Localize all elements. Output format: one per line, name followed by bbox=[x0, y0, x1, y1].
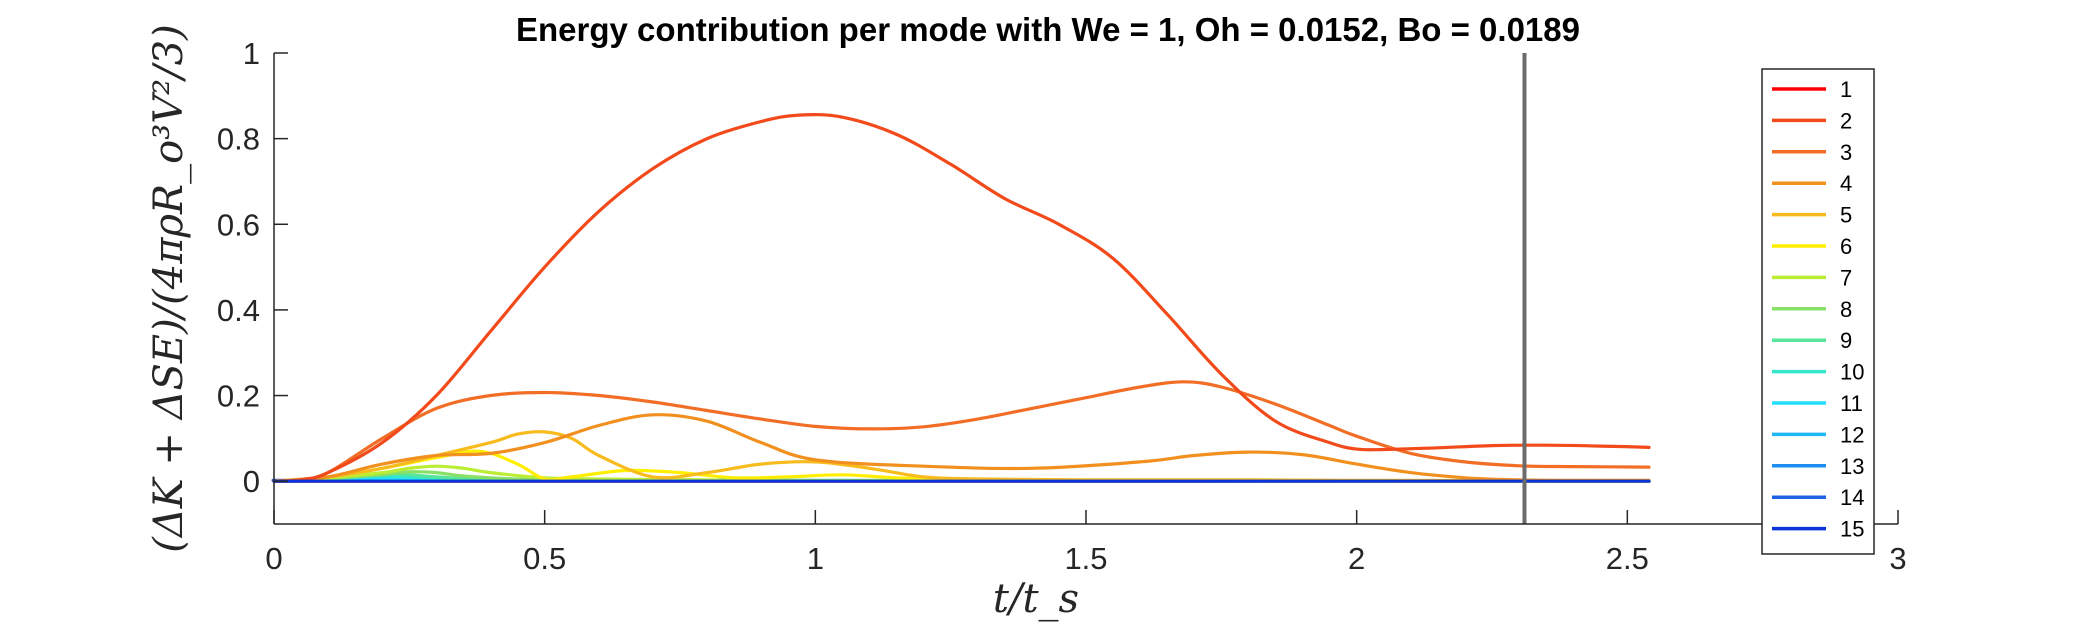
legend-label-5: 5 bbox=[1840, 203, 1852, 228]
legend-label-12: 12 bbox=[1840, 422, 1864, 447]
legend-label-4: 4 bbox=[1840, 171, 1852, 196]
legend-label-3: 3 bbox=[1840, 140, 1852, 165]
x-tick-label: 0.5 bbox=[523, 541, 566, 576]
legend-label-1: 1 bbox=[1840, 77, 1852, 102]
legend-label-11: 11 bbox=[1840, 391, 1863, 416]
series-line-5 bbox=[272, 430, 1651, 483]
x-tick-label: 0 bbox=[265, 541, 282, 576]
x-axis-label: t/t_s bbox=[993, 576, 1079, 622]
legend-label-10: 10 bbox=[1840, 360, 1864, 385]
legend-box bbox=[1761, 68, 1875, 555]
legend-label-8: 8 bbox=[1840, 297, 1852, 322]
y-tick-label: 0 bbox=[243, 464, 260, 499]
chart-title: Energy contribution per mode with We = 1… bbox=[516, 11, 1580, 48]
x-tick-label: 2 bbox=[1348, 541, 1365, 576]
plot-area bbox=[271, 53, 1651, 524]
y-tick-label: 0.6 bbox=[217, 207, 260, 242]
axes: 0 0.5 1 1.5 2 2.5 3 0 0.2 0.4 0.6 0.8 1 t/t_s (ΔK + ΔS… bbox=[146, 24, 1907, 622]
x-tick-label: 2.5 bbox=[1606, 541, 1649, 576]
legend-label-7: 7 bbox=[1840, 265, 1852, 290]
legend-label-6: 6 bbox=[1840, 234, 1852, 259]
x-tick-label: 3 bbox=[1889, 541, 1906, 576]
legend-label-9: 9 bbox=[1840, 328, 1852, 353]
series-line-4 bbox=[272, 413, 1651, 483]
y-tick-label: 0.4 bbox=[217, 293, 260, 328]
legend-label-13: 13 bbox=[1840, 454, 1864, 479]
y-axis-label: (ΔK + ΔSE)/(4πρR_o³V²/3) bbox=[146, 24, 192, 552]
x-tick-label: 1 bbox=[807, 541, 824, 576]
series-line-3 bbox=[272, 380, 1651, 483]
legend-label-2: 2 bbox=[1840, 108, 1852, 133]
y-tick-label: 0.2 bbox=[217, 379, 260, 414]
y-tick-label: 0.8 bbox=[217, 122, 260, 157]
legend-label-15: 15 bbox=[1840, 517, 1864, 542]
series-line-2 bbox=[272, 113, 1651, 483]
legend-label-14: 14 bbox=[1840, 485, 1864, 510]
y-tick-label: 1 bbox=[243, 36, 260, 71]
x-tick-label: 1.5 bbox=[1064, 541, 1107, 576]
